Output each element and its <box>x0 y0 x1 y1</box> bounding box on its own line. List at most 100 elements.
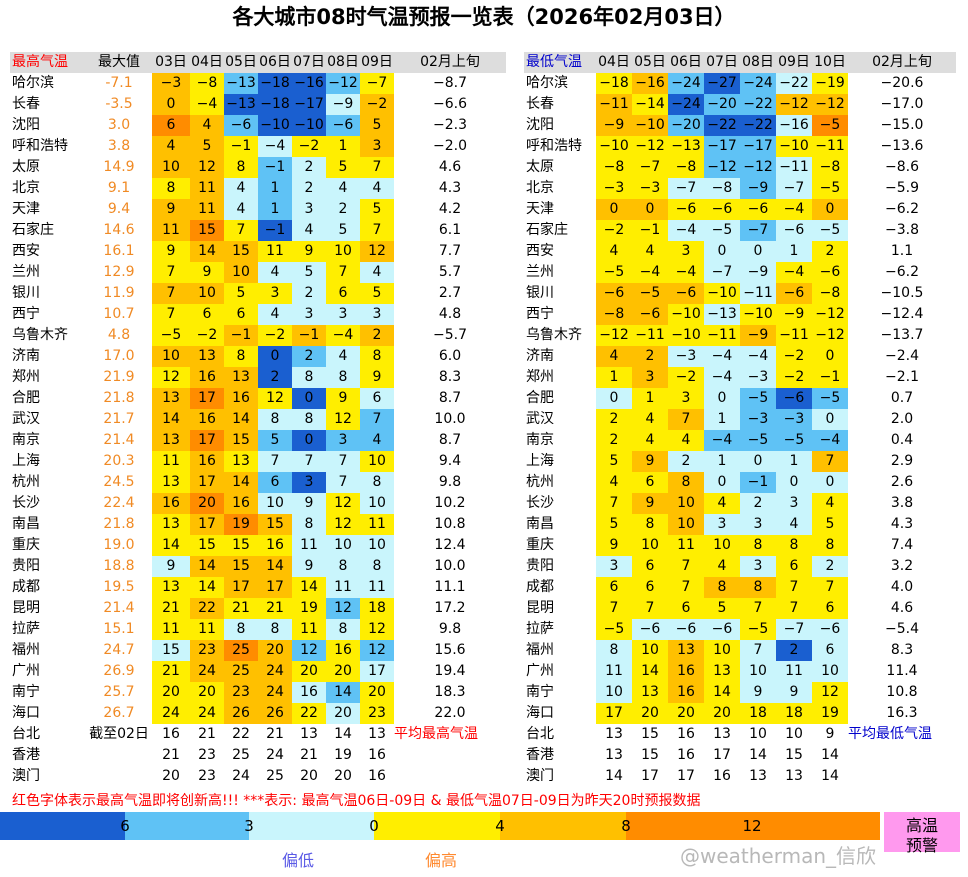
temp-cell: 4 <box>360 262 394 283</box>
city-name: 南京 <box>12 432 40 448</box>
city-name: 拉萨 <box>526 621 554 637</box>
temp-cell: 20 <box>292 661 326 682</box>
temp-cell: −10 <box>704 283 740 304</box>
period-avg: 15.6 <box>434 642 466 658</box>
temp-cell: −4 <box>704 367 740 388</box>
extreme-value: 25.7 <box>103 684 135 700</box>
city-name: 银川 <box>12 285 40 301</box>
temp-cell: 14 <box>632 661 668 682</box>
city-name: 天津 <box>12 201 40 217</box>
temp-cell: −3 <box>776 409 812 430</box>
temp-cell: 14 <box>605 768 623 784</box>
temp-cell: 0 <box>812 199 848 220</box>
temp-cell: 13 <box>605 747 623 763</box>
footnote: 红色字体表示最高气温即将创新高!!! ***表示: 最高气温06日-09日 & … <box>12 793 701 809</box>
min-row-石家庄: 石家庄 −2 −1 −4 −5 −7 −6 −5 −3.8 <box>524 220 956 241</box>
temp-cell: 10 <box>749 726 767 742</box>
max-extreme-header: 最大值 <box>86 52 152 73</box>
temp-cell: 24 <box>266 747 284 763</box>
temp-cell: 11 <box>326 577 360 598</box>
period-avg: 5.7 <box>438 264 462 280</box>
extreme-value: 14.6 <box>103 222 135 238</box>
temp-cell: −6 <box>596 283 632 304</box>
temp-cell: 7 <box>668 409 704 430</box>
extreme-value: 17.0 <box>103 348 135 364</box>
day-header: 08日 <box>326 52 360 73</box>
temp-cell: 6 <box>258 472 292 493</box>
temp-cell: 6 <box>776 556 812 577</box>
temp-cell: 9 <box>596 535 632 556</box>
period-avg: 17.2 <box>434 600 466 616</box>
temp-cell: −1 <box>224 325 258 346</box>
max-row-石家庄: 石家庄 14.6 11 15 7 −1 4 5 7 6.1 <box>10 220 506 241</box>
temp-cell: 8 <box>292 367 326 388</box>
extreme-value: 24.7 <box>103 642 135 658</box>
temp-cell: 16 <box>224 493 258 514</box>
temp-cell: 4 <box>326 346 360 367</box>
temp-cell: 4 <box>812 493 848 514</box>
temp-cell: 2 <box>292 157 326 178</box>
temp-cell: −3 <box>740 367 776 388</box>
temp-cell: 17 <box>258 577 292 598</box>
temp-cell: 11 <box>360 577 394 598</box>
temp-cell: 0 <box>152 94 190 115</box>
temp-cell: 7 <box>326 451 360 472</box>
day-header: 09日 <box>776 52 812 73</box>
temp-cell: −5 <box>596 619 632 640</box>
temp-cell: 3 <box>668 388 704 409</box>
city-name: 澳门 <box>526 768 554 784</box>
temp-cell: 4 <box>596 346 632 367</box>
temp-cell: −6 <box>668 283 704 304</box>
legend-seg-light-cyan <box>249 812 374 840</box>
temp-cell: −6 <box>812 619 848 640</box>
period-avg: −2.4 <box>885 348 919 364</box>
temp-cell: 4 <box>360 178 394 199</box>
temp-cell: −6 <box>740 199 776 220</box>
temp-cell: 4 <box>152 136 190 157</box>
temp-cell: 17 <box>713 747 731 763</box>
temp-cell: 7 <box>292 451 326 472</box>
extreme-value: 19.5 <box>103 579 135 595</box>
temp-cell: −27 <box>704 73 740 94</box>
temp-cell: −7 <box>776 619 812 640</box>
temp-cell: 7 <box>668 556 704 577</box>
max-row-兰州: 兰州 12.9 7 9 10 4 5 7 4 5.7 <box>10 262 506 283</box>
temp-cell: 12 <box>326 514 360 535</box>
temp-cell: 16 <box>190 451 224 472</box>
city-name: 贵阳 <box>526 558 554 574</box>
temp-cell: −7 <box>632 157 668 178</box>
extreme-value: 16.1 <box>103 243 135 259</box>
temp-cell: 14 <box>224 472 258 493</box>
temp-cell: 11 <box>190 199 224 220</box>
temp-cell: 7 <box>596 493 632 514</box>
min-row-广州: 广州 11 14 16 13 10 11 10 11.4 <box>524 661 956 682</box>
temp-cell: −16 <box>632 73 668 94</box>
temp-cell: 4 <box>668 430 704 451</box>
min-row-兰州: 兰州 −5 −4 −4 −7 −9 −4 −6 −6.2 <box>524 262 956 283</box>
temp-cell: 13 <box>668 640 704 661</box>
extreme-value: 14.9 <box>103 159 135 175</box>
period-avg: −10.5 <box>880 285 924 301</box>
temp-cell: −5 <box>704 220 740 241</box>
temp-cell: 7 <box>360 220 394 241</box>
period-avg: −6.6 <box>433 96 467 112</box>
period-avg: 9.8 <box>438 621 462 637</box>
period-avg: −17.0 <box>880 96 924 112</box>
heat-warning-text: 高温 <box>905 816 938 835</box>
temp-cell: 6 <box>190 304 224 325</box>
extreme-value: 21.4 <box>103 432 135 448</box>
temp-cell: 3 <box>740 514 776 535</box>
city-name: 福州 <box>526 642 554 658</box>
city-name: 合肥 <box>526 390 554 406</box>
temp-cell: 2 <box>812 556 848 577</box>
temp-cell: 7 <box>632 598 668 619</box>
temp-cell: 23 <box>360 703 394 724</box>
period-avg <box>848 745 956 766</box>
temp-cell: 5 <box>360 283 394 304</box>
temp-cell: 15 <box>190 535 224 556</box>
city-name: 济南 <box>12 348 40 364</box>
temp-cell: −18 <box>258 73 292 94</box>
city-name: 广州 <box>526 663 554 679</box>
city-name: 澳门 <box>12 768 40 784</box>
min-row-台北: 台北 13 15 16 13 10 10 9 平均最低气温 <box>524 724 956 745</box>
